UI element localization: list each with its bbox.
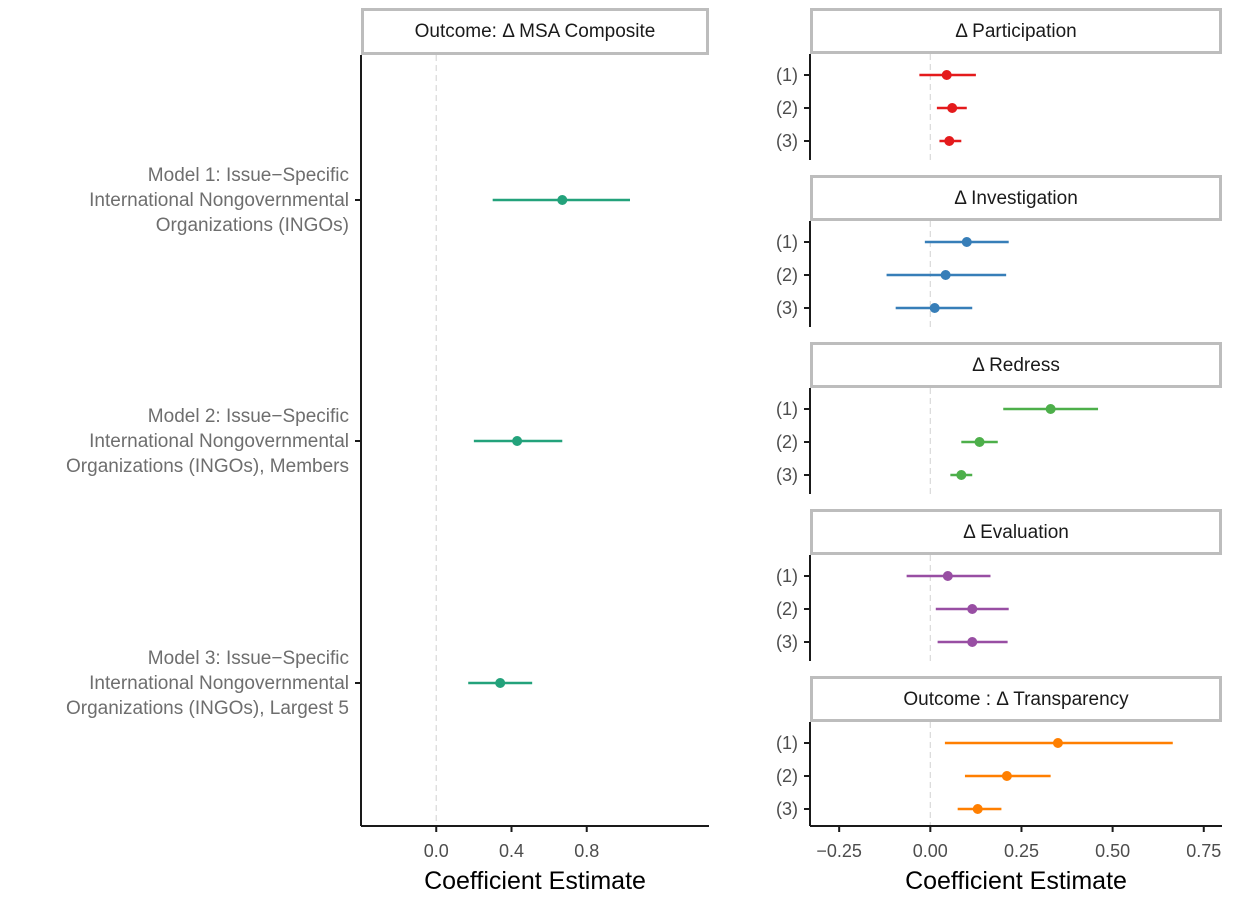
x-tick-label: 0.00 bbox=[913, 841, 948, 861]
point-estimate bbox=[1052, 738, 1063, 748]
y-tick-label: Organizations (INGOs) bbox=[156, 215, 349, 236]
panel-strip bbox=[361, 8, 709, 55]
facet-title: Δ Participation bbox=[955, 21, 1076, 42]
facet-strip bbox=[810, 509, 1222, 555]
y-tick-label: (3) bbox=[776, 799, 798, 819]
point-estimate bbox=[947, 103, 958, 113]
y-tick-label: (1) bbox=[776, 733, 798, 753]
y-tick-label: International Nongovernmental bbox=[89, 190, 349, 211]
point-estimate bbox=[961, 237, 972, 247]
facet-title: Δ Evaluation bbox=[963, 522, 1069, 543]
point-estimate bbox=[942, 571, 953, 581]
y-tick-label: (2) bbox=[776, 432, 798, 452]
facet-strip bbox=[810, 175, 1222, 221]
facet-strip bbox=[810, 8, 1222, 54]
y-tick-label: (1) bbox=[776, 232, 798, 252]
point-estimate bbox=[967, 637, 978, 647]
y-tick-label: Model 1: Issue−Specific bbox=[148, 165, 349, 186]
x-tick-label: −0.25 bbox=[816, 841, 862, 861]
y-tick-label: Model 3: Issue−Specific bbox=[148, 648, 349, 669]
x-tick-label: 0.75 bbox=[1186, 841, 1221, 861]
point-estimate bbox=[944, 136, 955, 146]
point-estimate bbox=[956, 470, 967, 480]
facet-strip bbox=[810, 676, 1222, 722]
y-tick-label: International Nongovernmental bbox=[89, 431, 349, 452]
y-tick-label: (3) bbox=[776, 465, 798, 485]
y-tick-label: (3) bbox=[776, 131, 798, 151]
point-estimate bbox=[929, 303, 940, 313]
facet-strip bbox=[810, 342, 1222, 388]
point-estimate bbox=[495, 678, 506, 688]
point-estimate bbox=[557, 195, 568, 205]
y-tick-label: International Nongovernmental bbox=[89, 673, 349, 694]
y-tick-label: Organizations (INGOs), Members bbox=[66, 456, 349, 477]
point-estimate bbox=[974, 437, 985, 447]
y-tick-label: (2) bbox=[776, 265, 798, 285]
panel-title: Outcome: Δ MSA Composite bbox=[415, 21, 656, 42]
facet-title: Δ Redress bbox=[972, 355, 1060, 376]
x-tick-label: 0.4 bbox=[499, 841, 524, 861]
y-tick-label: (1) bbox=[776, 65, 798, 85]
y-tick-label: (2) bbox=[776, 599, 798, 619]
y-tick-label: (1) bbox=[776, 566, 798, 586]
point-estimate bbox=[512, 436, 523, 446]
point-estimate bbox=[940, 270, 951, 280]
y-tick-label: (1) bbox=[776, 399, 798, 419]
y-tick-label: Model 2: Issue−Specific bbox=[148, 406, 349, 427]
point-estimate bbox=[1045, 404, 1056, 414]
y-tick-label: (2) bbox=[776, 98, 798, 118]
x-axis-title: Coefficient Estimate bbox=[905, 867, 1127, 895]
y-tick-label: (3) bbox=[776, 298, 798, 318]
y-tick-label: (2) bbox=[776, 766, 798, 786]
x-axis-title: Coefficient Estimate bbox=[424, 867, 646, 895]
point-estimate bbox=[972, 804, 983, 814]
x-tick-label: 0.0 bbox=[424, 841, 449, 861]
point-estimate bbox=[941, 70, 952, 80]
y-tick-label: (3) bbox=[776, 632, 798, 652]
y-tick-label: Organizations (INGOs), Largest 5 bbox=[66, 698, 349, 719]
facet-title: Outcome : Δ Transparency bbox=[903, 689, 1129, 710]
point-estimate bbox=[967, 604, 978, 614]
x-tick-label: 0.50 bbox=[1095, 841, 1130, 861]
x-tick-label: 0.25 bbox=[1004, 841, 1039, 861]
x-tick-label: 0.8 bbox=[574, 841, 599, 861]
facet-title: Δ Investigation bbox=[954, 188, 1078, 209]
point-estimate bbox=[1001, 771, 1012, 781]
